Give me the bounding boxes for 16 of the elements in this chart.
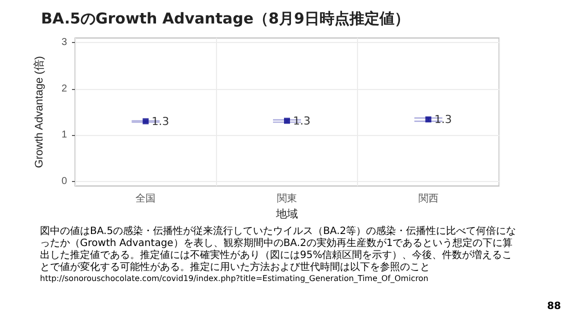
x-tick-label: 関西	[418, 194, 438, 204]
text: 図中の値はBA.5の感染・伝播性が従来流行していたウイルス（BA.2等）の感染・伝播性に比べて何倍になったか（Growth Advantage）を表し、観察期間中のBA.2の実効再生産数が1であるという想定の下に算出した推定値である。推定値には不確実性があり（図には95%信頼区間を示す）、今後、件数が増えることで値が変化する可能性がある。推定に用いた方法および世代時間は以下を参照のこと	[40, 226, 518, 274]
x-tick-label: 全国	[136, 192, 156, 204]
text: 88	[547, 301, 561, 312]
text: http://sonorouschocolate.com/covid19/index.php?title=Estimating_Generation_Time_Of_Omicron	[40, 274, 430, 284]
data-label: 1.3	[434, 112, 452, 126]
y-tick-label: 0	[61, 176, 68, 187]
y-tick-label: 2	[61, 83, 68, 94]
x-tick-label: 関東	[277, 192, 297, 204]
x-axis-title: 地域	[275, 207, 298, 220]
y-axis-title: Growth Advantage (倍)	[32, 56, 46, 168]
chart-title: BA.5のGrowth Advantage（8月9日時点推定値）	[41, 10, 410, 28]
data-label: 1.3	[293, 114, 310, 128]
y-tick-label: 3	[61, 37, 68, 48]
data-label: 1.3	[152, 114, 170, 128]
y-tick-label: 1	[61, 130, 68, 141]
